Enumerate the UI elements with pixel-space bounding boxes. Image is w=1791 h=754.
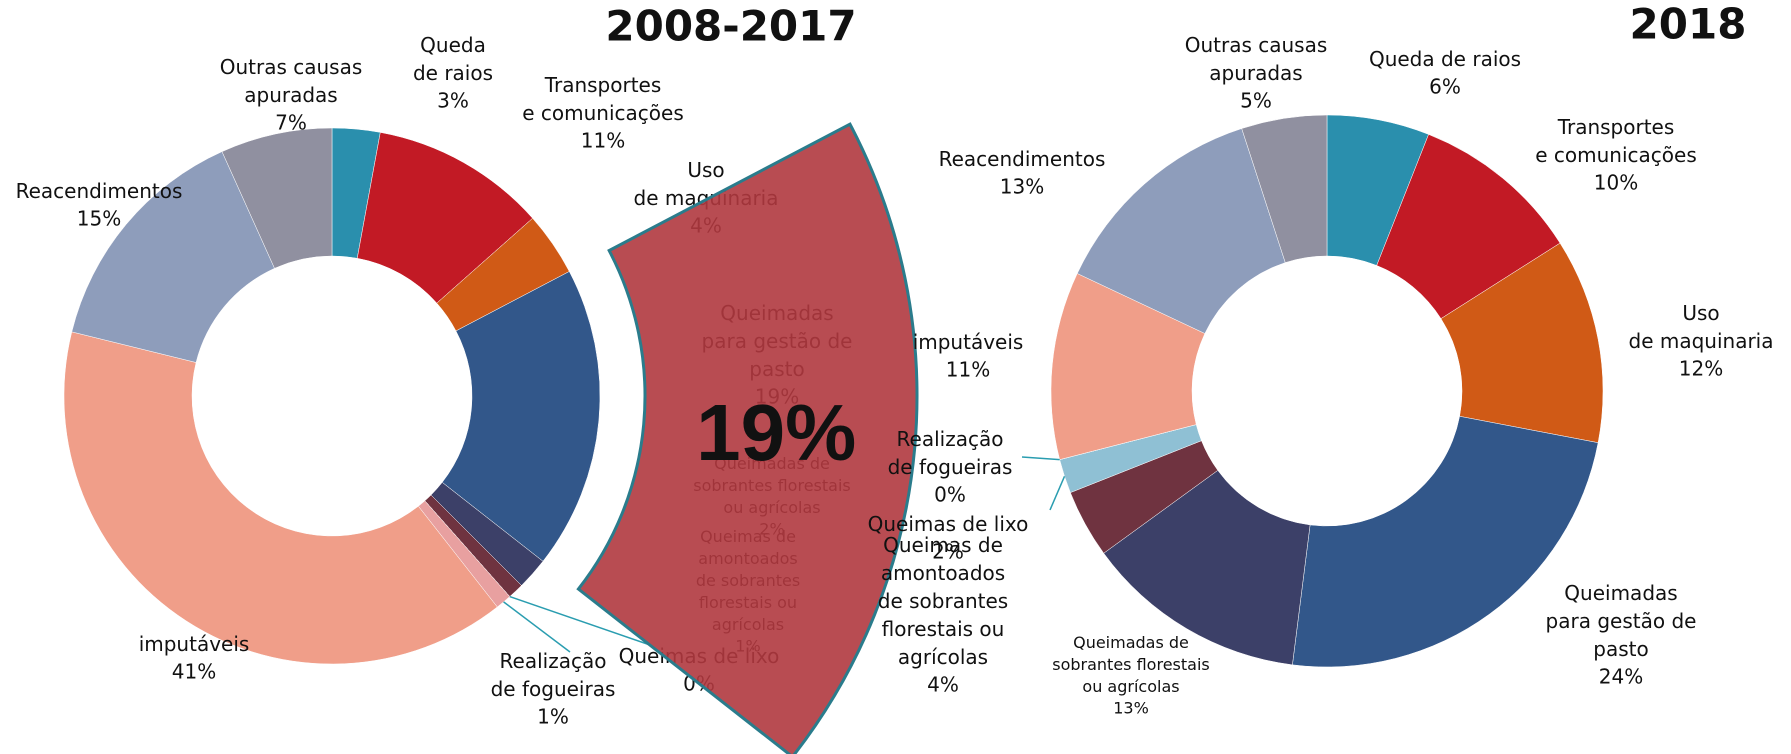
donut-slice [1292, 416, 1599, 668]
slice-value-label: 15% [77, 207, 121, 231]
slice-value-label: 11% [946, 358, 990, 382]
chart-title: 2008-2017 [605, 2, 856, 51]
slice-value-label: 6% [1429, 75, 1461, 99]
slice-value-label: 7% [275, 111, 307, 135]
slice-label: Queda de raios [413, 33, 493, 85]
slice-label: Uso de maquinaria [1629, 301, 1774, 353]
slice-value-label: 0% [934, 483, 966, 507]
slice-label: Realização de fogueiras [888, 427, 1013, 479]
slice-label: imputáveis [139, 632, 250, 656]
donut-slice [1076, 128, 1286, 334]
slice-value-label: 4% [927, 673, 959, 697]
donut-slice [1103, 470, 1311, 666]
donut-slice [63, 331, 498, 665]
leader-line [503, 601, 571, 653]
slice-value-label: 24% [1599, 665, 1643, 689]
slice-label: Outras causas apuradas [1185, 33, 1328, 85]
leader-line [509, 595, 651, 646]
slice-label: Realização de fogueiras [491, 649, 616, 701]
slice-label: Transportes e comunicações [1535, 115, 1697, 167]
donut-slice [1241, 114, 1328, 263]
slice-value-label: 11% [581, 129, 625, 153]
chart-title: 2018 [1630, 0, 1747, 49]
slice-value-label: 41% [172, 660, 216, 684]
slice-value-label: 12% [1679, 357, 1723, 381]
slice-value-label: 3% [437, 89, 469, 113]
highlight-slice [576, 122, 919, 754]
leader-line [1049, 475, 1066, 511]
slice-value-label: 1% [537, 705, 569, 729]
leader-line [1021, 456, 1060, 461]
slice-label: imputáveis [913, 330, 1024, 354]
donut-slice [1440, 242, 1604, 444]
highlight-value-label: 19% [696, 388, 856, 477]
slice-label: Reacendimentos [16, 179, 183, 203]
slice-value-label: 13% [1000, 175, 1044, 199]
slice-label: Transportes e comunicações [522, 73, 684, 125]
slice-label: Outras causas apuradas [220, 55, 363, 107]
slice-label: Queimas de lixo [868, 512, 1029, 536]
slice-label: Reacendimentos [939, 147, 1106, 171]
donut-slice [441, 271, 601, 562]
slice-value-label: 5% [1240, 89, 1272, 113]
donut-slice [71, 151, 275, 363]
slice-label: Queda de raios [1369, 47, 1521, 71]
donut-slice [221, 127, 333, 269]
slice-value-label: 13% [1113, 699, 1149, 718]
slice-value-label: 10% [1594, 171, 1638, 195]
slice-value-label: 2% [932, 540, 964, 564]
